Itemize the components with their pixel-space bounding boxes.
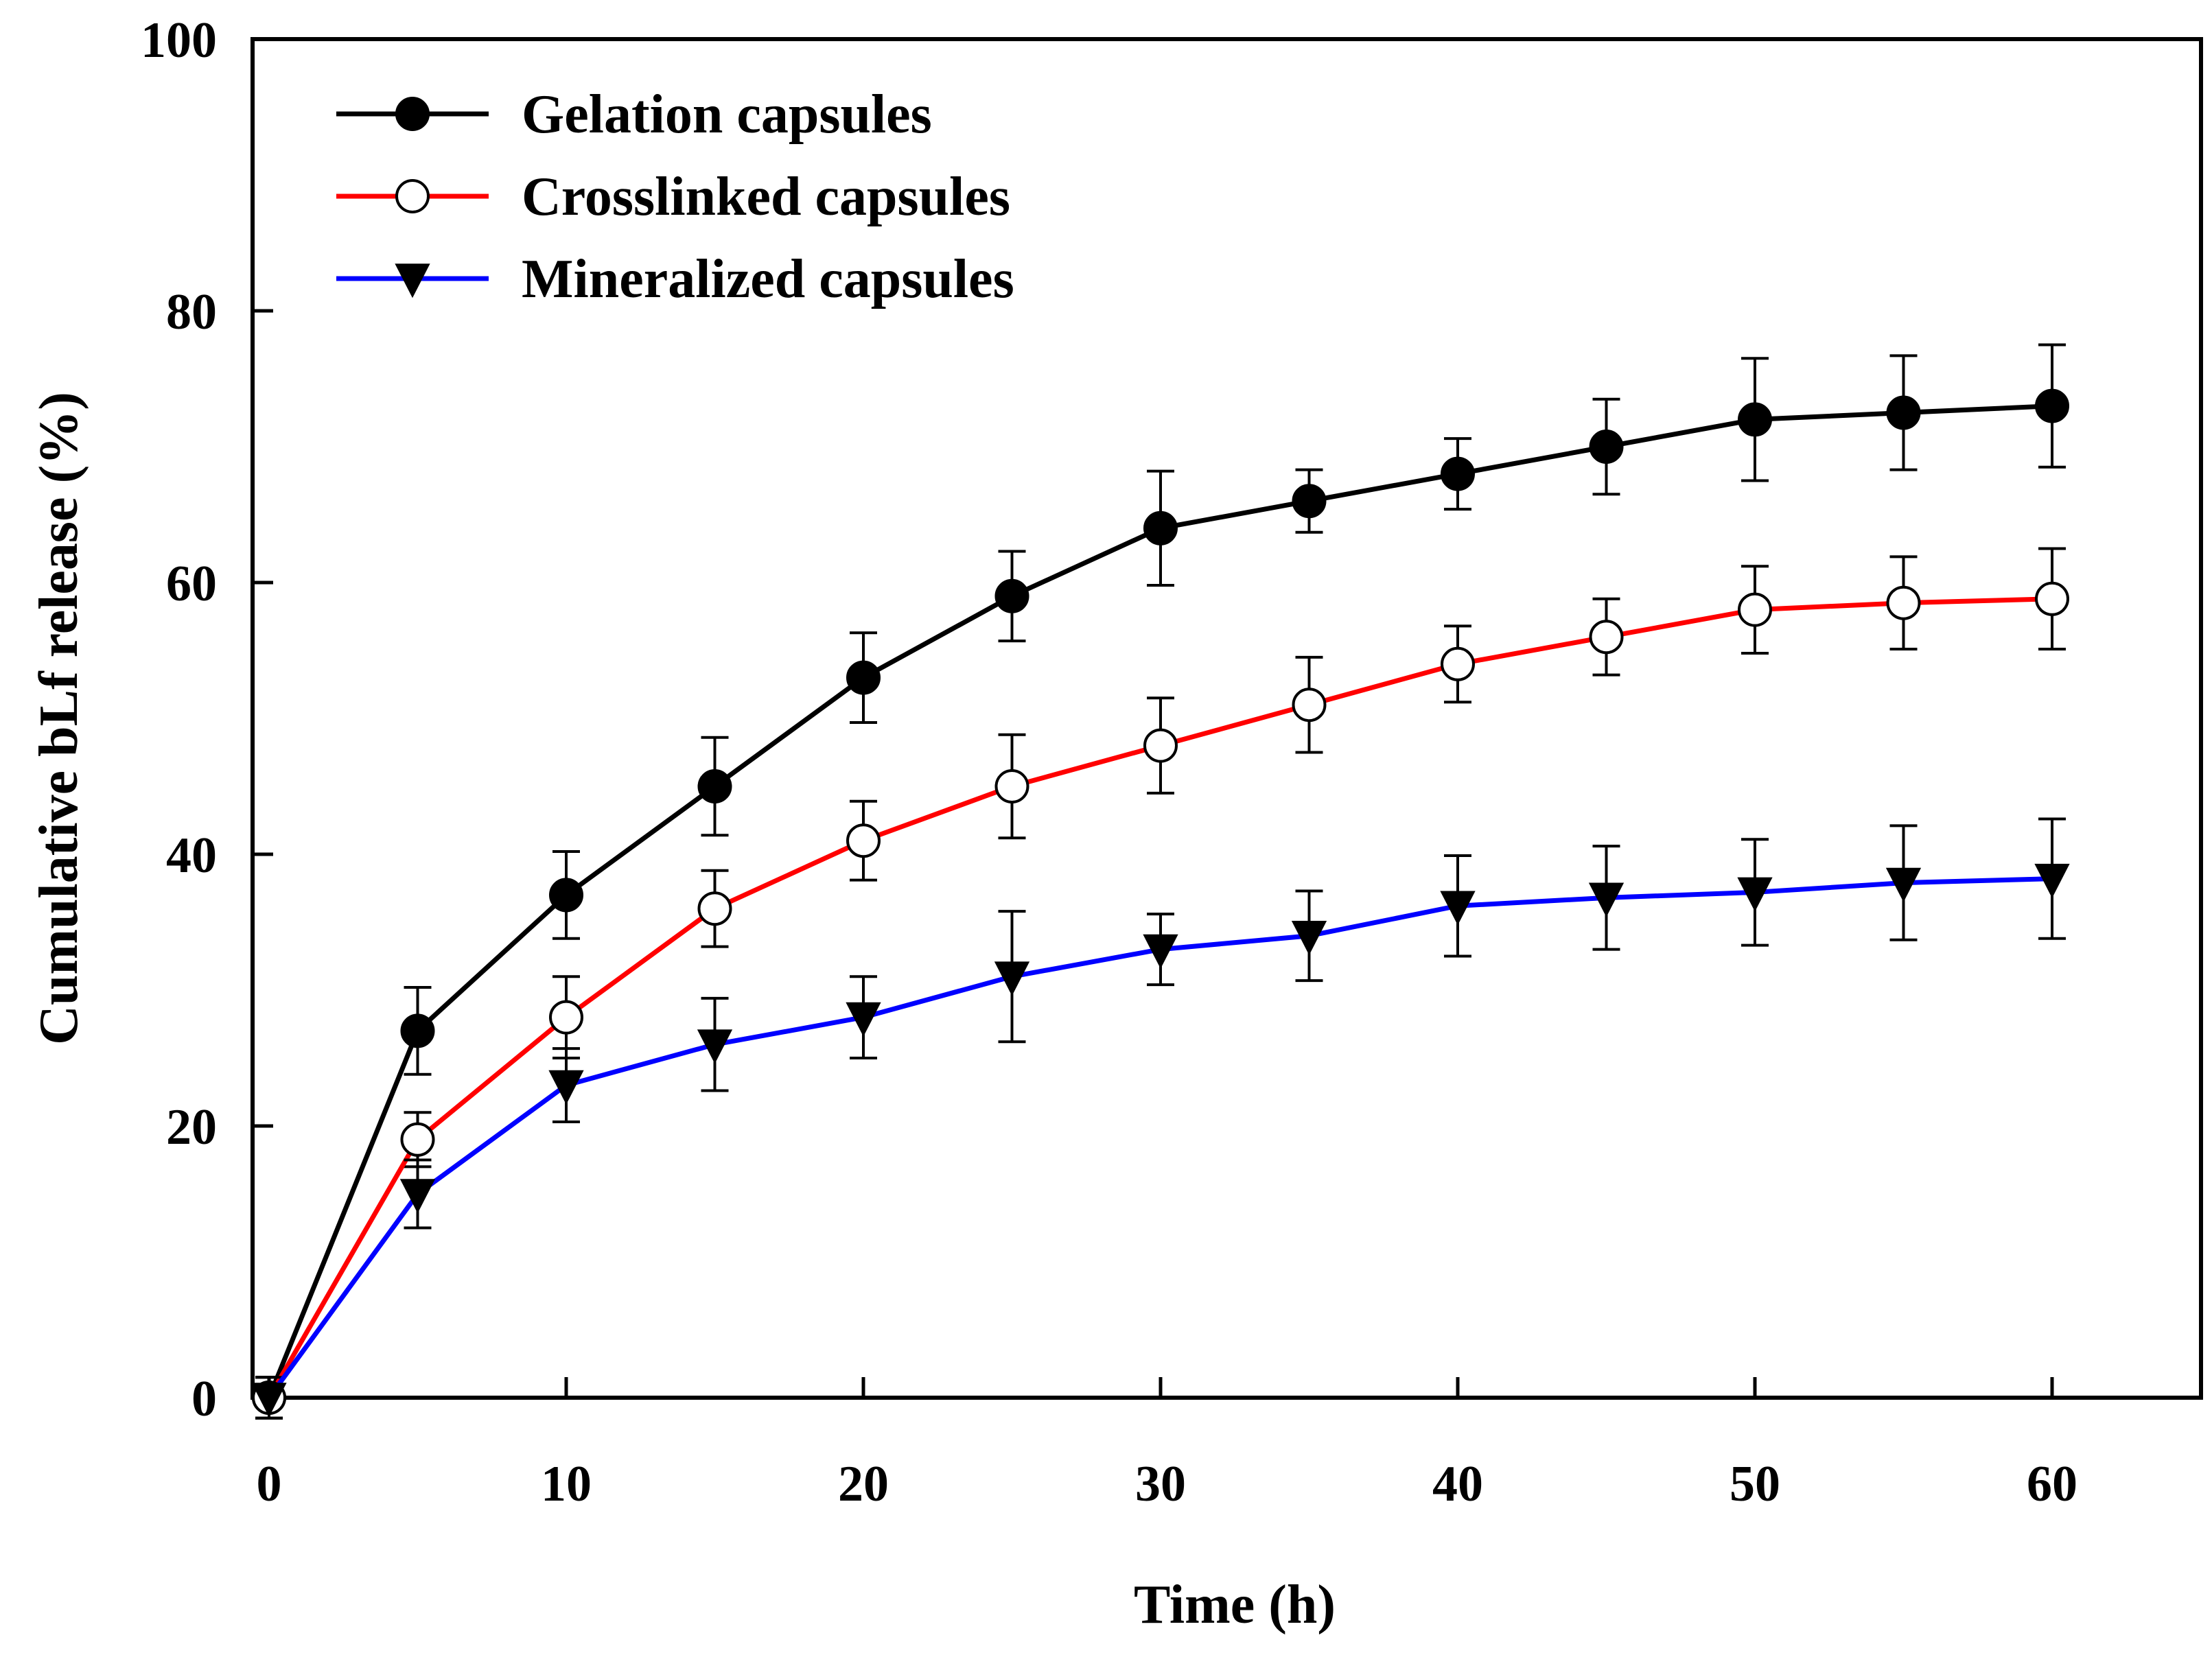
x-tick-label-30: 30 [1135,1456,1186,1512]
legend-marker-gelation [395,97,430,131]
x-axis-title: Time (h) [1134,1575,1336,1635]
data-point-crosslinked-50 [1738,592,1772,627]
legend-marker-crosslinked [395,179,430,213]
data-point-mineralized-15 [697,1029,733,1064]
series-crosslinked [252,547,2069,1420]
data-point-gelation-40 [1441,456,1475,491]
series-mineralized [251,817,2070,1420]
data-point-mineralized-40 [1440,891,1476,926]
x-tick-label-0: 0 [257,1456,282,1512]
data-point-mineralized-25 [994,961,1030,996]
x-tick-label-40: 40 [1432,1456,1483,1512]
y-tick-label-80: 80 [166,284,217,340]
data-point-gelation-35 [1292,484,1327,519]
data-point-crosslinked-15 [697,891,732,926]
data-point-mineralized-35 [1291,921,1327,955]
data-point-crosslinked-20 [846,823,881,858]
data-point-crosslinked-30 [1143,728,1178,763]
data-point-mineralized-45 [1588,882,1625,917]
x-tick-label-10: 10 [541,1456,592,1512]
markers-mineralized [251,863,2070,1418]
data-point-mineralized-60 [2034,863,2070,898]
axis-tick-labels: 0 10 20 30 40 50 60 0 20 40 60 80 100 [141,12,2077,1512]
data-point-gelation-60 [2035,388,2069,423]
data-point-crosslinked-45 [1589,620,1624,655]
legend-label-mineralized: Mineralized capsules [522,249,1014,309]
markers-gelation [252,388,2069,1415]
axis-ticks [253,37,2054,1400]
y-tick-label-60: 60 [166,556,217,612]
data-point-mineralized-20 [846,1002,881,1037]
data-point-gelation-5 [400,1013,435,1048]
y-axis-title: Cumulative bLf release (%) [29,392,89,1045]
data-point-gelation-50 [1738,402,1772,437]
data-point-crosslinked-10 [549,1000,583,1035]
data-point-gelation-30 [1143,510,1178,545]
data-point-crosslinked-5 [400,1122,435,1157]
data-point-mineralized-5 [399,1179,436,1214]
markers-crosslinked [252,581,2069,1415]
series-layer [251,343,2070,1420]
data-point-crosslinked-35 [1292,688,1327,723]
data-point-gelation-10 [549,878,583,913]
y-tick-label-20: 20 [166,1099,217,1155]
legend-marker-mineralized [395,263,430,298]
x-tick-label-50: 50 [1730,1456,1780,1512]
data-point-mineralized-0 [251,1383,287,1418]
data-point-crosslinked-60 [2035,581,2069,616]
legend-item-gelation: Gelation capsules [336,84,932,145]
plot-frame [251,37,2203,1400]
data-point-mineralized-10 [548,1070,584,1105]
data-point-gelation-25 [994,578,1029,613]
y-tick-label-100: 100 [141,12,217,69]
data-point-gelation-15 [697,769,732,803]
legend-item-crosslinked: Crosslinked capsules [336,167,1010,227]
y-tick-label-0: 0 [191,1371,217,1427]
y-tick-label-40: 40 [166,828,217,884]
data-point-gelation-45 [1589,430,1624,464]
data-point-gelation-20 [846,660,881,695]
x-tick-label-60: 60 [2027,1456,2077,1512]
data-point-gelation-55 [1886,395,1921,430]
data-point-mineralized-30 [1143,934,1178,969]
legend-label-gelation: Gelation capsules [522,84,932,145]
x-tick-label-20: 20 [838,1456,889,1512]
data-point-crosslinked-25 [994,769,1029,803]
data-point-mineralized-55 [1885,867,1922,902]
error-bars-gelation [255,343,2066,1420]
data-point-mineralized-50 [1737,877,1773,912]
series-gelation [252,343,2069,1420]
data-point-crosslinked-40 [1441,646,1475,681]
legend-label-crosslinked: Crosslinked capsules [522,167,1010,227]
legend: Gelation capsules Crosslinked capsules Min… [336,84,1014,309]
data-point-crosslinked-55 [1886,585,1921,620]
error-bars-mineralized [255,817,2066,1420]
legend-item-mineralized: Mineralized capsules [336,249,1014,309]
